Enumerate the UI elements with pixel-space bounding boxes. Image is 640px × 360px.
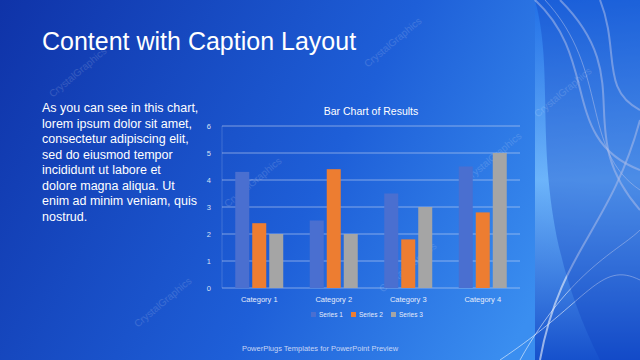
grid-line (222, 126, 520, 127)
background (0, 0, 640, 360)
caption-line: incididunt ut labore et (42, 163, 161, 177)
bar (493, 153, 507, 288)
x-tick-label: Category 2 (315, 295, 352, 304)
y-tick-label: 6 (207, 122, 211, 131)
swirl-panel (535, 0, 640, 360)
watermark: CrystalGraphics (532, 65, 594, 119)
caption-line: lorem ipsum dolor sit amet, (42, 117, 192, 131)
y-tick-label: 5 (207, 149, 211, 158)
swirl-shadow (535, 0, 640, 360)
x-tick-label: Category 3 (390, 295, 427, 304)
watermark: CrystalGraphics (222, 155, 284, 209)
caption-line: enim ad minim veniam, quis (42, 194, 197, 208)
grid-line (222, 261, 520, 262)
bar (327, 169, 341, 288)
y-tick-label: 1 (207, 257, 211, 266)
bar (476, 212, 490, 288)
watermark: CrystalGraphics (362, 15, 424, 69)
bar (418, 207, 432, 288)
chart: Bar Chart of Results 0 1 2 3 4 5 6 Category 1 Cat… (207, 105, 520, 318)
bar (310, 221, 324, 289)
bar (401, 239, 415, 288)
legend-swatch (351, 312, 356, 317)
slide-title: Content with Caption Layout (42, 27, 356, 55)
footer: PowerPlugs Templates for PowerPoint Prev… (242, 344, 399, 353)
grid-line (222, 234, 520, 235)
bar (459, 167, 473, 289)
caption-line: dolore magna aliqua. Ut (42, 179, 175, 193)
grid-line (222, 288, 520, 289)
y-axis-line (222, 126, 223, 288)
x-tick-label: Category 1 (241, 295, 278, 304)
grid-line (222, 180, 520, 181)
legend-label: Series 2 (359, 311, 383, 318)
chart-title: Bar Chart of Results (324, 105, 419, 117)
y-tick-label: 0 (207, 284, 211, 293)
bar (235, 172, 249, 288)
y-tick-label: 4 (207, 176, 211, 185)
watermark: CrystalGraphics (132, 275, 194, 329)
x-tick-label: Category 4 (464, 295, 501, 304)
slide-root: CrystalGraphics CrystalGraphics CrystalGra… (0, 0, 640, 360)
bar (269, 234, 283, 288)
legend-label: Series 3 (399, 311, 423, 318)
y-tick-label: 2 (207, 230, 211, 239)
bars (235, 153, 507, 288)
bar (344, 234, 358, 288)
y-tick-label: 3 (207, 203, 211, 212)
caption-line: consectetur adipiscing elit, (42, 132, 189, 146)
slide: CrystalGraphics CrystalGraphics CrystalGra… (0, 0, 640, 360)
caption-line: sed do eiusmod tempor (42, 148, 173, 162)
caption-line: As you can see in this chart, (42, 101, 198, 115)
grid-line (222, 153, 520, 154)
bar (384, 194, 398, 289)
bar (252, 223, 266, 288)
grid-line (222, 207, 520, 208)
legend-swatch (311, 312, 316, 317)
legend-swatch (391, 312, 396, 317)
legend-label: Series 1 (319, 311, 343, 318)
caption-line: nostrud. (42, 210, 87, 224)
